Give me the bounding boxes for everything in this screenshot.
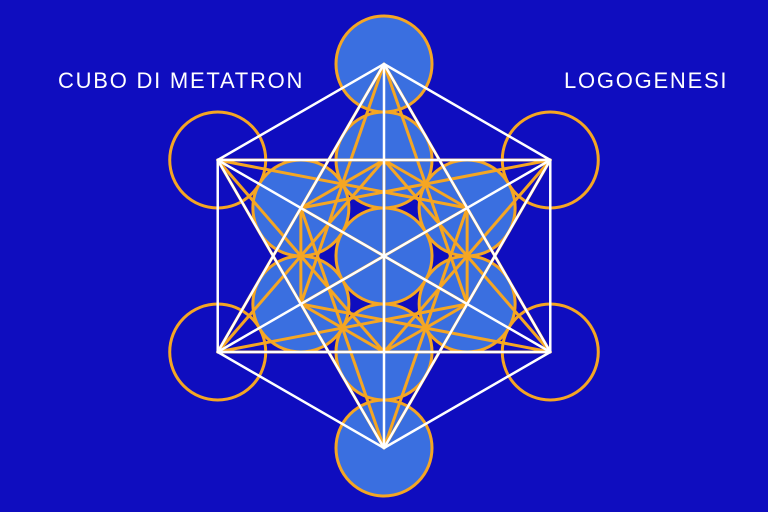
title-left: CUBO DI METATRON (58, 68, 304, 94)
title-right: LOGOGENESI (564, 68, 728, 94)
